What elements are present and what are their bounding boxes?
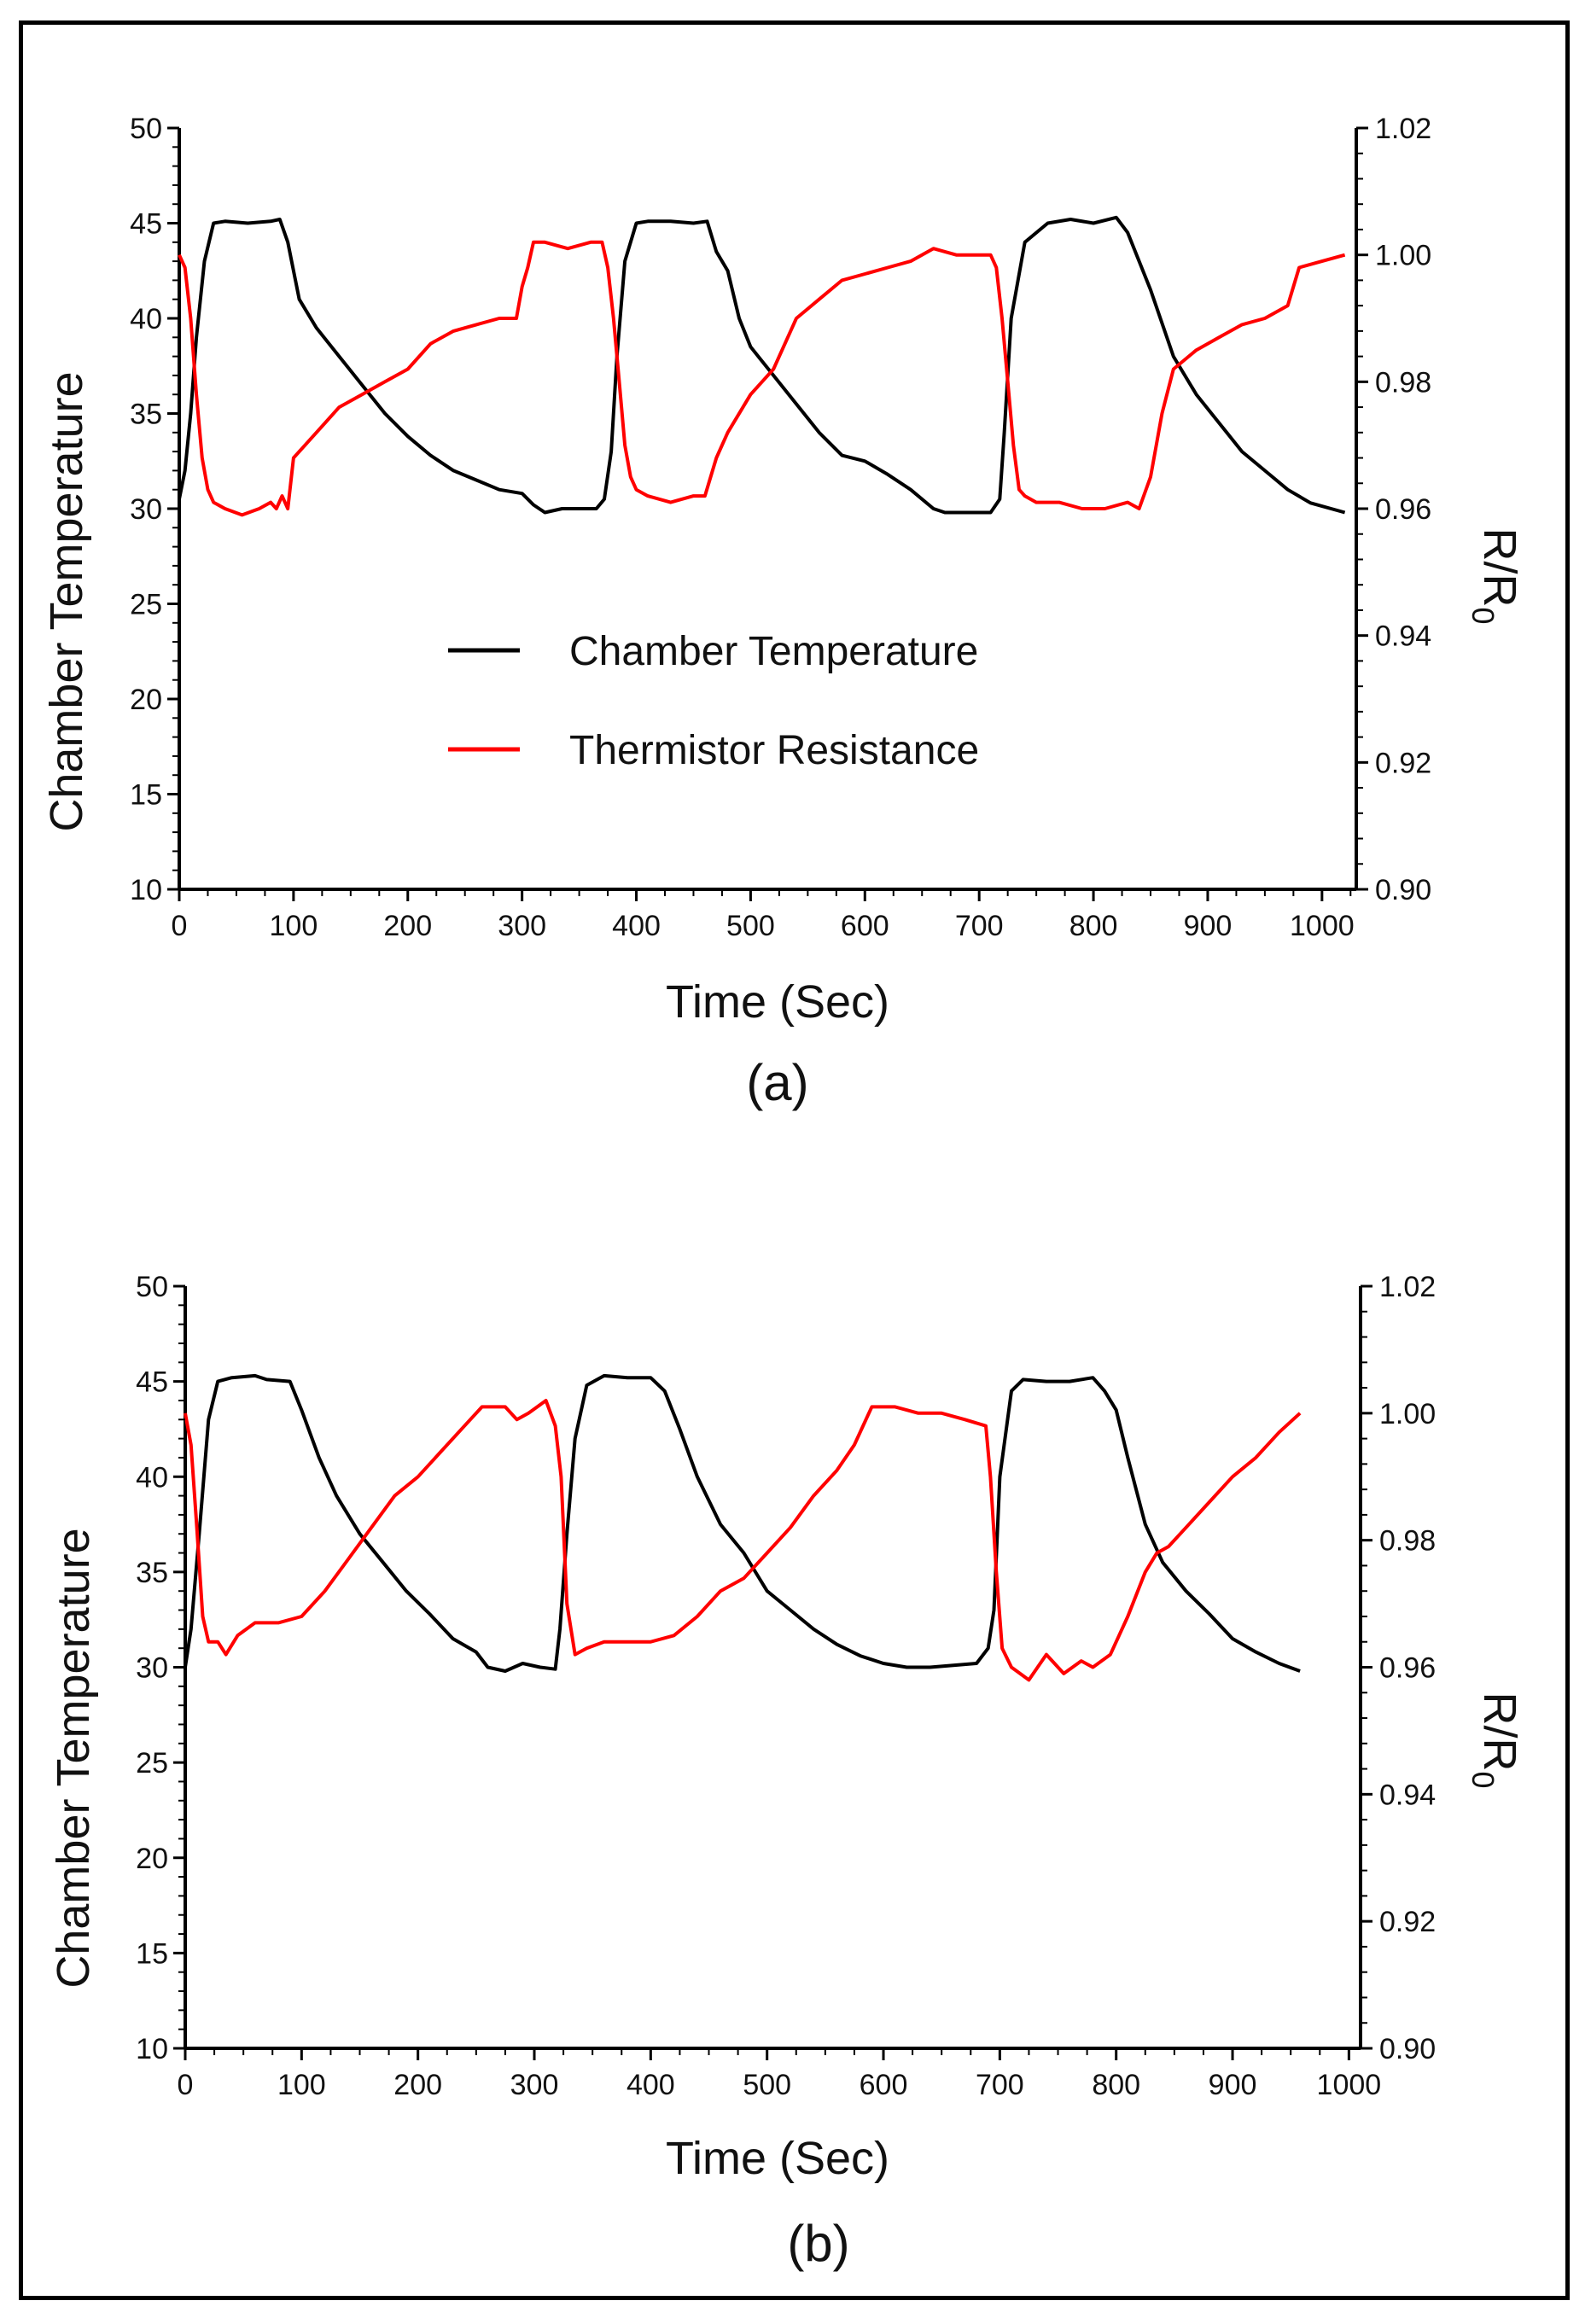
y-tick-label: 20: [130, 684, 162, 716]
y-tick-label: 25: [130, 589, 162, 621]
y2-tick-label: 0.94: [1375, 620, 1431, 653]
y2-axis-title-sub: 0: [1466, 1771, 1501, 1788]
ticks-layer-b: 10 15 20 25 30 35 40 45 50 0.90 0.92 0.94 0.96 0.98 1.…: [136, 1271, 1436, 2101]
y2-tick-label: 1.00: [1379, 1398, 1436, 1430]
x-tick-label: 800: [1092, 2069, 1140, 2101]
y2-axis-title: R/R0: [1466, 1692, 1525, 1788]
figure-svg: 10 15 20 25 30 35 40 45 50 0.90 0.92 0.94 0.96 0.98 1.…: [41, 113, 1525, 2272]
x-tick-label: 1000: [1317, 2069, 1382, 2101]
y-tick-label: 10: [136, 2033, 168, 2065]
y-tick-label: 50: [130, 113, 162, 145]
x-tick-label: 0: [178, 2069, 194, 2101]
series-line-chamber-temperature: [184, 1373, 1301, 1673]
ticks-layer-a: 10 15 20 25 30 35 40 45 50 0.90 0.92 0.94 0.96 0.98 1.…: [130, 113, 1431, 942]
x-tick-label: 200: [383, 910, 432, 942]
x-tick-label: 400: [626, 2069, 675, 2101]
y2-tick-label: 0.96: [1375, 493, 1431, 526]
y-tick-label: 30: [136, 1652, 168, 1685]
y-axis-title: Chamber Temperature: [41, 371, 92, 831]
x-tick-label: 300: [498, 910, 546, 942]
series-line-thermistor-resistance: [184, 1399, 1302, 1682]
y-tick-label: 20: [136, 1843, 168, 1875]
x-tick-label: 600: [860, 2069, 908, 2101]
y-tick-label: 50: [136, 1271, 168, 1303]
series-line-chamber-temperature: [178, 215, 1346, 515]
legend-label-thermistor-resistance: Thermistor Resistance: [569, 728, 979, 773]
x-tick-label: 200: [393, 2069, 442, 2101]
panel-label-a: (a): [746, 1054, 808, 1111]
x-tick-label: 500: [743, 2069, 791, 2101]
y-tick-label: 45: [136, 1366, 168, 1399]
x-tick-label: 800: [1069, 910, 1118, 942]
y2-axis-title-main: R/R: [1474, 1692, 1525, 1771]
y2-tick-label: 1.00: [1375, 240, 1431, 272]
y2-tick-label: 1.02: [1375, 113, 1431, 145]
y-tick-label: 40: [130, 303, 162, 335]
x-tick-label: 700: [955, 910, 1004, 942]
legend: Chamber Temperature Thermistor Resistanc…: [448, 629, 979, 773]
x-axis-title: Time (Sec): [666, 2133, 889, 2184]
x-tick-label: 600: [841, 910, 889, 942]
x-axis-title: Time (Sec): [666, 976, 889, 1028]
axes-frame-b: [184, 1286, 1362, 2050]
x-tick-label: 400: [612, 910, 661, 942]
y-tick-label: 15: [130, 779, 162, 812]
chart-panel-a: 10 15 20 25 30 35 40 45 50 0.90 0.92 0.94 0.96 0.98 1.…: [41, 113, 1525, 1111]
y-tick-label: 40: [136, 1461, 168, 1494]
y-tick-label: 30: [130, 493, 162, 526]
series-line-thermistor-resistance: [178, 240, 1346, 517]
y2-axis-title: R/R0: [1466, 527, 1525, 624]
y-axis-title: Chamber Temperature: [48, 1528, 99, 1988]
y-tick-label: 35: [130, 399, 162, 431]
x-tick-label: 300: [510, 2069, 559, 2101]
x-tick-label: 100: [277, 2069, 326, 2101]
y2-tick-label: 0.92: [1379, 1906, 1436, 1938]
axes-frame-a: [178, 128, 1358, 891]
y2-tick-label: 1.02: [1379, 1271, 1436, 1303]
y-tick-label: 35: [136, 1557, 168, 1589]
series-layer-b: [184, 1373, 1302, 1682]
figure-frame: 10 15 20 25 30 35 40 45 50 0.90 0.92 0.94 0.96 0.98 1.…: [19, 20, 1570, 2300]
y2-tick-label: 0.90: [1379, 2033, 1436, 2065]
y2-tick-label: 0.98: [1375, 366, 1431, 399]
y2-tick-label: 0.94: [1379, 1779, 1436, 1811]
x-tick-label: 900: [1209, 2069, 1257, 2101]
y2-axis-title-sub: 0: [1466, 607, 1501, 624]
y2-tick-label: 0.92: [1375, 747, 1431, 779]
y2-axis-title-main: R/R: [1474, 527, 1525, 607]
panel-label-b: (b): [787, 2215, 849, 2272]
y2-tick-label: 0.98: [1379, 1525, 1436, 1558]
chart-panel-b: 10 15 20 25 30 35 40 45 50 0.90 0.92 0.94 0.96 0.98 1.…: [48, 1271, 1525, 2272]
x-tick-label: 1000: [1290, 910, 1355, 942]
series-layer-a: [178, 215, 1346, 517]
y-tick-label: 25: [136, 1747, 168, 1779]
y-tick-label: 45: [130, 208, 162, 241]
x-tick-label: 0: [172, 910, 188, 942]
x-tick-label: 900: [1184, 910, 1233, 942]
y-tick-label: 15: [136, 1937, 168, 1970]
y-tick-label: 10: [130, 874, 162, 906]
x-tick-label: 500: [726, 910, 775, 942]
x-tick-label: 100: [270, 910, 318, 942]
x-tick-label: 700: [976, 2069, 1024, 2101]
y2-tick-label: 0.96: [1379, 1652, 1436, 1685]
y2-tick-label: 0.90: [1375, 874, 1431, 906]
legend-label-chamber-temperature: Chamber Temperature: [569, 629, 978, 674]
